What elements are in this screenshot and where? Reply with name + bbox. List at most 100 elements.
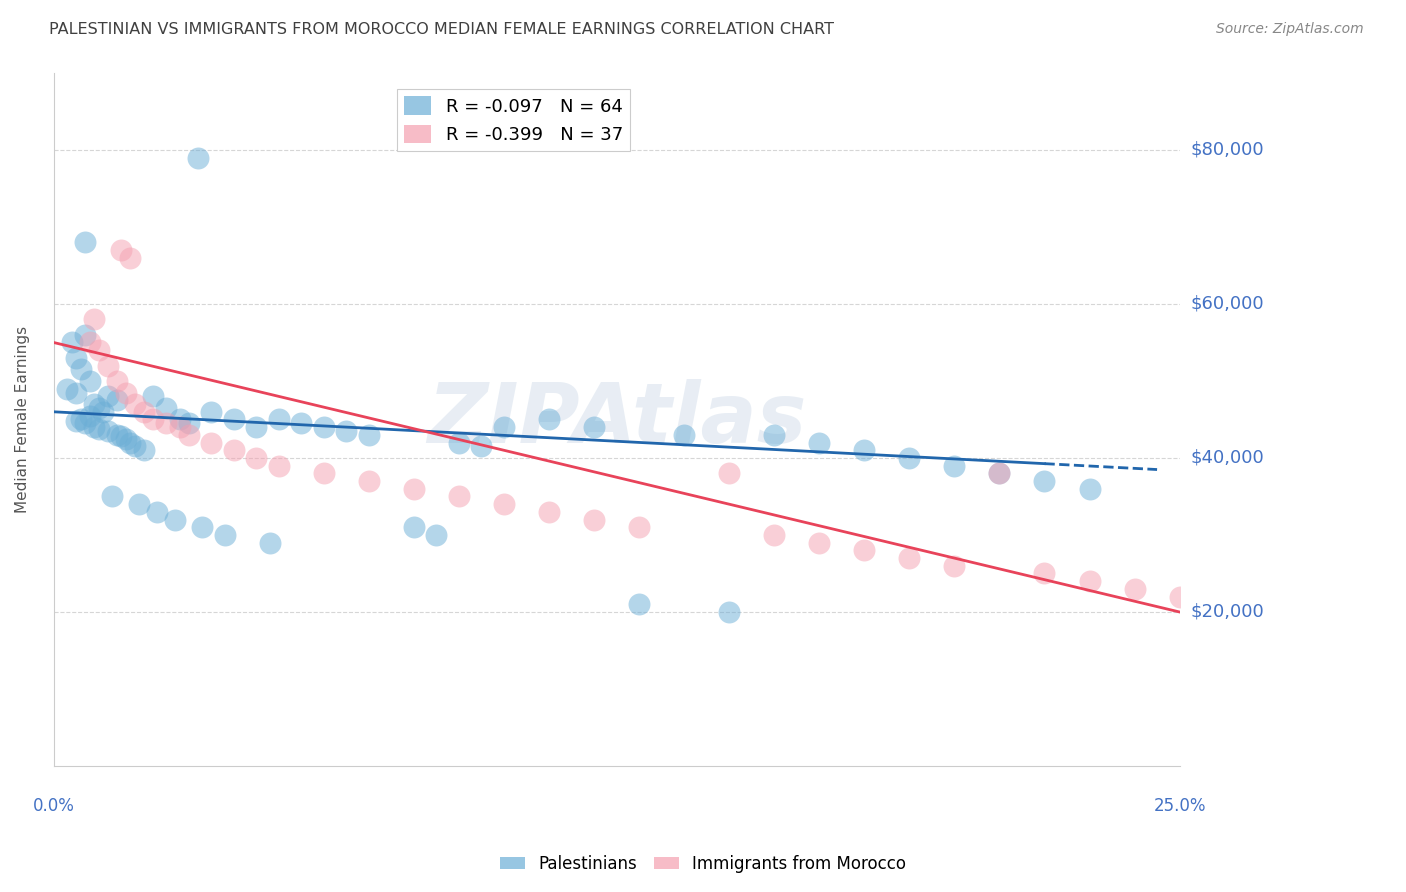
- Point: [492, 420, 515, 434]
- Point: [222, 443, 245, 458]
- Point: [155, 417, 177, 431]
- Point: [169, 420, 191, 434]
- Point: [79, 335, 101, 350]
- Point: [146, 505, 169, 519]
- Point: [169, 412, 191, 426]
- Text: $80,000: $80,000: [1191, 141, 1264, 159]
- Point: [718, 467, 741, 481]
- Point: [898, 450, 921, 465]
- Point: [214, 528, 236, 542]
- Point: [943, 558, 966, 573]
- Point: [898, 551, 921, 566]
- Point: [943, 458, 966, 473]
- Text: Source: ZipAtlas.com: Source: ZipAtlas.com: [1216, 22, 1364, 37]
- Point: [447, 435, 470, 450]
- Point: [628, 597, 651, 611]
- Point: [75, 417, 97, 431]
- Text: PALESTINIAN VS IMMIGRANTS FROM MOROCCO MEDIAN FEMALE EARNINGS CORRELATION CHART: PALESTINIAN VS IMMIGRANTS FROM MOROCCO M…: [49, 22, 834, 37]
- Point: [75, 235, 97, 250]
- Point: [402, 482, 425, 496]
- Point: [1078, 574, 1101, 589]
- Point: [65, 385, 87, 400]
- Point: [120, 251, 142, 265]
- Point: [83, 420, 105, 434]
- Legend: Palestinians, Immigrants from Morocco: Palestinians, Immigrants from Morocco: [494, 848, 912, 880]
- Point: [447, 490, 470, 504]
- Point: [259, 535, 281, 549]
- Point: [69, 412, 91, 426]
- Point: [988, 467, 1011, 481]
- Point: [177, 417, 200, 431]
- Text: 25.0%: 25.0%: [1153, 797, 1206, 814]
- Point: [763, 528, 786, 542]
- Point: [79, 374, 101, 388]
- Point: [290, 417, 312, 431]
- Point: [718, 605, 741, 619]
- Point: [105, 374, 128, 388]
- Point: [83, 397, 105, 411]
- Point: [177, 428, 200, 442]
- Text: $60,000: $60,000: [1191, 295, 1264, 313]
- Point: [87, 401, 110, 415]
- Point: [114, 385, 136, 400]
- Point: [142, 412, 165, 426]
- Point: [425, 528, 447, 542]
- Point: [1033, 474, 1056, 488]
- Point: [187, 151, 209, 165]
- Text: $40,000: $40,000: [1191, 449, 1264, 467]
- Point: [492, 497, 515, 511]
- Point: [69, 362, 91, 376]
- Point: [538, 412, 561, 426]
- Point: [245, 450, 267, 465]
- Point: [191, 520, 214, 534]
- Point: [312, 420, 335, 434]
- Point: [105, 393, 128, 408]
- Point: [142, 389, 165, 403]
- Point: [124, 397, 146, 411]
- Point: [56, 382, 79, 396]
- Point: [97, 359, 120, 373]
- Point: [65, 414, 87, 428]
- Point: [583, 513, 606, 527]
- Point: [628, 520, 651, 534]
- Point: [808, 435, 831, 450]
- Point: [763, 428, 786, 442]
- Point: [75, 327, 97, 342]
- Point: [200, 405, 222, 419]
- Point: [200, 435, 222, 450]
- Point: [165, 513, 187, 527]
- Point: [470, 439, 492, 453]
- Point: [83, 312, 105, 326]
- Point: [1123, 582, 1146, 596]
- Point: [312, 467, 335, 481]
- Point: [357, 474, 380, 488]
- Point: [267, 412, 290, 426]
- Point: [132, 443, 155, 458]
- Point: [91, 405, 114, 419]
- Point: [1078, 482, 1101, 496]
- Point: [110, 429, 132, 443]
- Point: [120, 435, 142, 450]
- Point: [101, 490, 124, 504]
- Point: [110, 243, 132, 257]
- Point: [97, 389, 120, 403]
- Point: [222, 412, 245, 426]
- Text: $20,000: $20,000: [1191, 603, 1264, 621]
- Point: [124, 439, 146, 453]
- Point: [128, 497, 150, 511]
- Point: [853, 443, 876, 458]
- Point: [538, 505, 561, 519]
- Point: [1033, 566, 1056, 581]
- Point: [267, 458, 290, 473]
- Point: [132, 405, 155, 419]
- Text: 0.0%: 0.0%: [32, 797, 75, 814]
- Point: [87, 343, 110, 358]
- Point: [114, 432, 136, 446]
- Point: [97, 424, 120, 438]
- Point: [583, 420, 606, 434]
- Point: [335, 424, 357, 438]
- Legend: R = -0.097   N = 64, R = -0.399   N = 37: R = -0.097 N = 64, R = -0.399 N = 37: [396, 89, 630, 151]
- Point: [988, 467, 1011, 481]
- Point: [808, 535, 831, 549]
- Point: [1168, 590, 1191, 604]
